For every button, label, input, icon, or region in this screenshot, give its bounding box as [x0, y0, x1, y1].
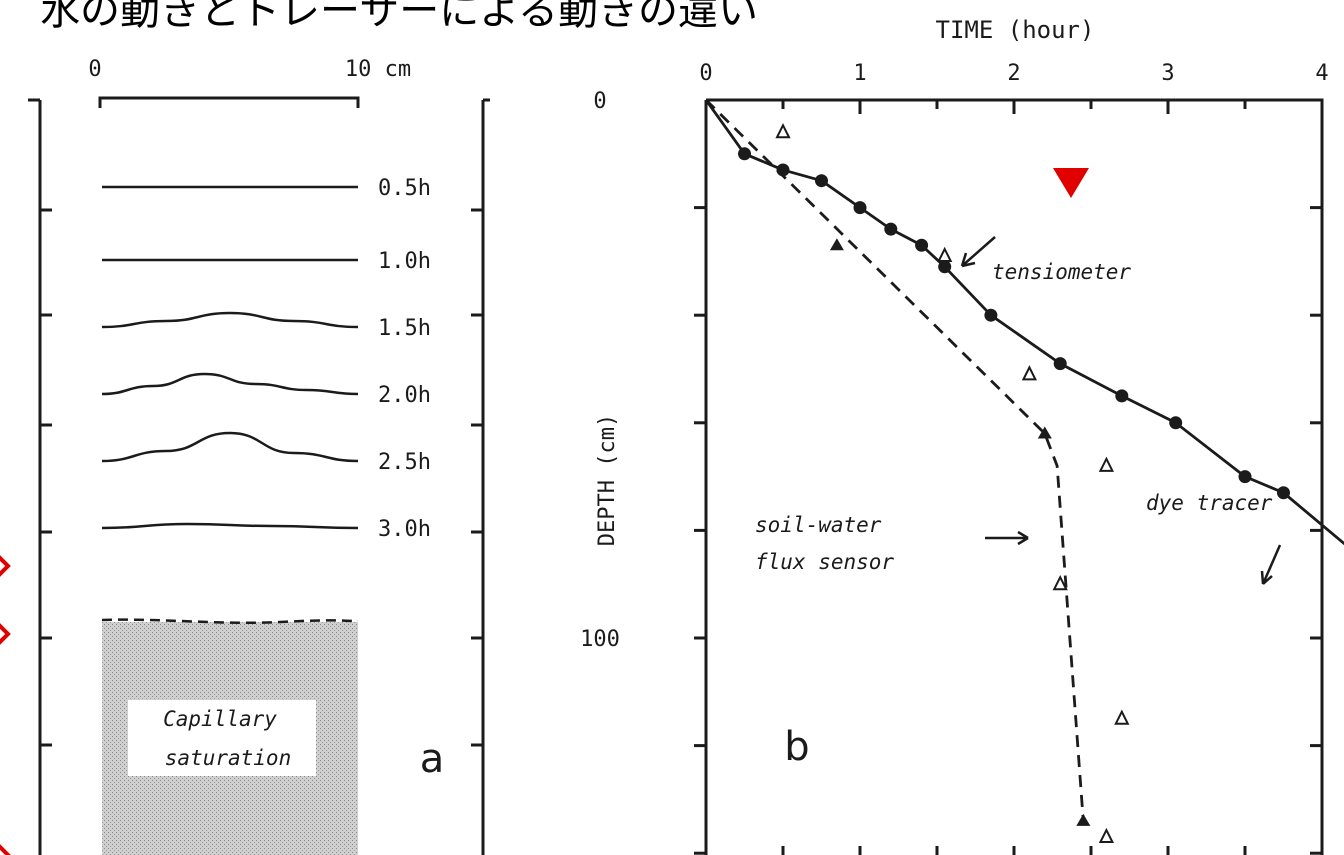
saturation-label-line-1: Capillary — [163, 707, 277, 731]
tensiometer-point — [937, 246, 953, 263]
panel-b-y-tick-labels: 0 100 — [580, 89, 620, 652]
flux-sensor-point — [829, 238, 844, 251]
red-diamond-marker — [0, 623, 11, 645]
x-tick-label-0: 0 — [699, 61, 712, 86]
dye-tracer-point — [1169, 416, 1183, 430]
profile-label-1.5h: 1.5h — [378, 316, 431, 341]
panel-a-profiles: 0.5h 1.0h 1.5h 2.0h 2.5h 3.0h — [101, 176, 431, 542]
flux-sensor-point — [1076, 813, 1091, 826]
panel-b-label: b — [784, 724, 809, 770]
annotation-dye-tracer: dye tracer — [1146, 491, 1273, 515]
panel-a-side-ticks — [40, 208, 483, 747]
dye-tracer-point — [776, 163, 790, 177]
flux-sensor-line — [705, 99, 1085, 822]
highlight-triangle-marker — [1053, 168, 1089, 198]
red-diamond-marker — [0, 555, 11, 577]
y-tick-label-100: 100 — [580, 627, 620, 652]
profile-label-0.5h: 0.5h — [378, 176, 431, 201]
panel-a-x-tick-10cm: 10 cm — [345, 57, 411, 82]
tensiometer-point — [1114, 709, 1130, 725]
saturation-label-box — [128, 700, 316, 776]
annotation-soil-water: soil-water — [755, 513, 882, 537]
profile-line-3.0h — [101, 522, 359, 530]
panel-a: 0 10 cm 0.5h 1.0h 1.5h 2.0h 2.5h 3.0h Capilla… — [0, 57, 490, 855]
x-tick-label-2: 2 — [1007, 61, 1020, 86]
tensiometer-point — [1098, 827, 1115, 844]
y-tick-label-0: 0 — [593, 89, 606, 114]
panel-a-markers — [0, 555, 11, 855]
panel-b-lines — [704, 99, 1344, 822]
tensiometer-point — [775, 123, 791, 139]
red-diamond-marker — [0, 844, 11, 855]
dye-tracer-point — [815, 174, 828, 188]
arrow-flux-sensor — [985, 530, 1029, 546]
dye-tracer-point — [1238, 470, 1252, 484]
profile-label-3.0h: 3.0h — [378, 517, 431, 542]
scale-bar — [98, 96, 360, 108]
profile-label-2.5h: 2.5h — [378, 450, 431, 475]
x-tick-label-1: 1 — [853, 61, 866, 86]
slide-title: 水の動きとトレーサーによる動きの違い — [40, 0, 758, 34]
dye-tracer-point — [1277, 486, 1290, 500]
x-tick-label-4: 4 — [1315, 61, 1328, 86]
panel-b-title: TIME (hour) — [936, 16, 1095, 44]
panel-b-frame — [704, 98, 1324, 855]
annotation-flux-sensor: flux sensor — [755, 550, 894, 574]
dye-tracer-point — [738, 147, 751, 161]
panel-a-label: a — [420, 736, 445, 782]
flux-sensor-point — [1037, 426, 1052, 439]
profile-line-2.0h — [101, 372, 359, 396]
panel-b-tick-marks — [694, 100, 1322, 855]
panel-b-y-axis-label: DEPTH (cm) — [595, 414, 620, 546]
dye-tracer-point — [884, 222, 898, 236]
saturation-label-line-2: saturation — [165, 746, 291, 770]
profile-label-2.0h: 2.0h — [378, 383, 431, 408]
dye-tracer-point — [1115, 389, 1129, 403]
tensiometer-point — [1052, 574, 1068, 591]
dye-tracer-point — [853, 201, 867, 215]
tensiometer-point — [1098, 456, 1115, 472]
dye-tracer-point — [915, 238, 929, 252]
panel-b: TIME (hour) 0 1 2 3 4 0 100 DEPTH (cm) tensio… — [580, 16, 1344, 855]
panel-a-x-tick-0: 0 — [88, 57, 101, 82]
profile-line-1.5h — [101, 311, 359, 329]
tensiometer-point — [1021, 365, 1038, 381]
profile-label-1.0h: 1.0h — [378, 249, 431, 274]
arrow-tensiometer — [960, 236, 996, 268]
annotation-tensiometer: tensiometer — [992, 260, 1131, 284]
dye-tracer-point — [938, 260, 952, 274]
dye-tracer-point — [984, 308, 998, 322]
x-tick-label-3: 3 — [1161, 61, 1174, 86]
profile-line-2.5h — [101, 431, 359, 463]
panel-b-points — [738, 123, 1290, 844]
dye-tracer-point — [1053, 357, 1067, 371]
arrow-dye-tracer — [1260, 544, 1282, 585]
panel-a-frame — [28, 98, 490, 855]
panel-b-x-tick-labels: 0 1 2 3 4 — [699, 61, 1328, 86]
